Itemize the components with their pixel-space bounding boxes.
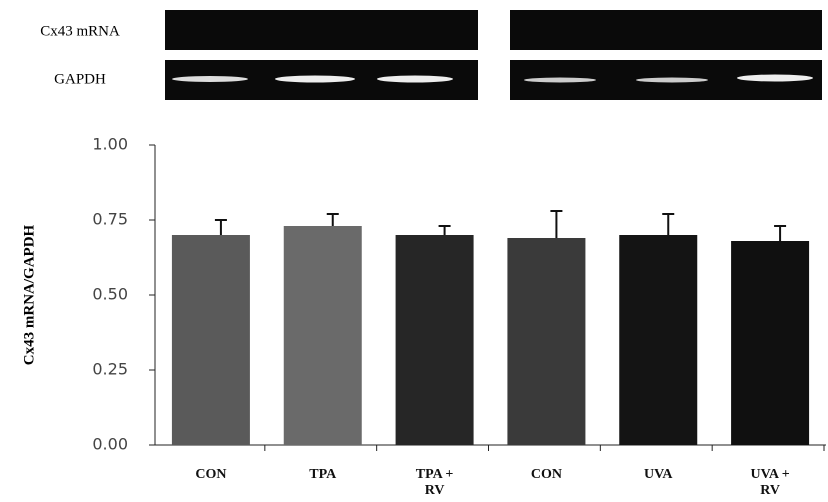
chart: Cx43 mRNA GAPDH Cx43 mRNA/GAPDH 0.00 0.25…	[0, 0, 828, 502]
blot-band	[275, 76, 355, 83]
error-bar	[662, 214, 674, 235]
x-tick-label: TPA + RV	[410, 467, 460, 499]
bar	[396, 235, 474, 445]
error-bar	[550, 211, 562, 238]
x-tick-label: CON	[186, 467, 236, 483]
blot-label: GAPDH	[54, 71, 106, 87]
blot-panel: Cx43 mRNA GAPDH	[40, 10, 822, 100]
bar	[619, 235, 697, 445]
blot-label: Cx43 mRNA	[40, 23, 120, 39]
error-bar	[327, 214, 339, 226]
y-tick-label: 0.00	[92, 435, 128, 454]
x-tick-label: TPA	[298, 467, 348, 483]
blot-band	[524, 78, 596, 83]
y-axis-label: Cx43 mRNA/GAPDH	[21, 224, 37, 365]
blot-lane	[510, 10, 822, 50]
blot-band	[172, 76, 248, 82]
blot-lane	[165, 10, 478, 50]
blot-band	[737, 75, 813, 82]
y-tick-label: 0.25	[92, 360, 128, 379]
error-bar	[774, 226, 786, 241]
y-tick-label: 0.75	[92, 210, 128, 229]
y-tick-label: 0.50	[92, 285, 128, 304]
blot-band	[636, 78, 708, 83]
bar	[507, 238, 585, 445]
figure: Cx43 mRNA GAPDH Cx43 mRNA/GAPDH 0.00 0.25…	[0, 0, 828, 502]
y-tick-label: 1.00	[92, 135, 128, 154]
bar	[284, 226, 362, 445]
error-bar	[439, 226, 451, 235]
bar	[172, 235, 250, 445]
bar	[731, 241, 809, 445]
x-tick-label: CON	[521, 467, 571, 483]
blot-band	[377, 76, 453, 83]
x-tick-label: UVA	[633, 467, 683, 483]
error-bar	[215, 220, 227, 235]
x-tick-label: UVA + RV	[745, 467, 795, 499]
